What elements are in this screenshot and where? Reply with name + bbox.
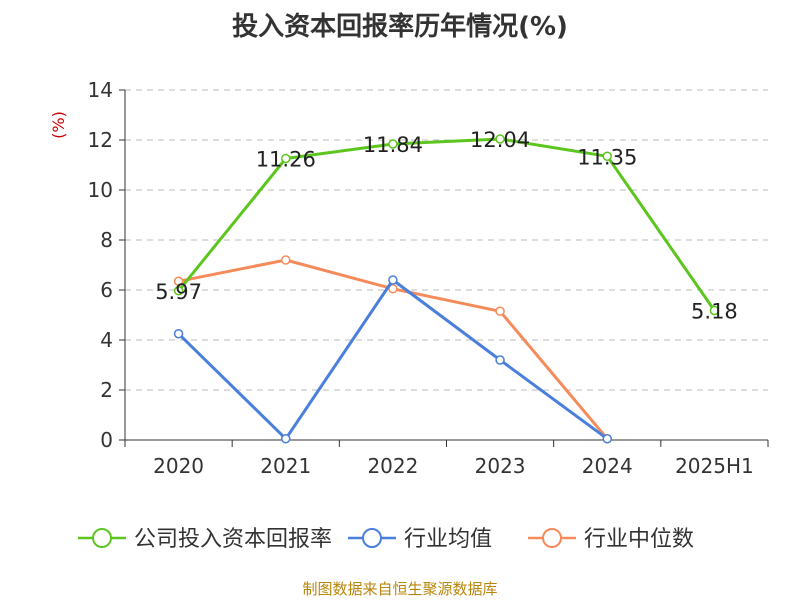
- legend-label: 行业均值: [404, 527, 492, 552]
- series-line: [177, 278, 609, 441]
- series-line: [177, 137, 716, 312]
- data-point: [495, 355, 505, 365]
- legend-marker: [542, 528, 562, 548]
- legend-label: 公司投入资本回报率: [134, 527, 332, 552]
- data-point: [388, 275, 398, 285]
- data-label: 11.26: [256, 148, 316, 172]
- data-point: [173, 329, 184, 339]
- x-tick-label: 2022: [367, 454, 418, 478]
- data-point: [281, 153, 291, 164]
- y-tick-label: 8: [100, 228, 113, 252]
- data-point: [602, 434, 612, 444]
- data-label: 5.97: [155, 280, 202, 304]
- data-point: [602, 151, 612, 161]
- y-axis-unit-label: (%): [49, 111, 68, 139]
- y-tick-label: 10: [88, 178, 113, 202]
- y-tick-label: 12: [88, 128, 113, 152]
- y-tick-label: 2: [100, 378, 113, 402]
- legend-marker: [362, 528, 382, 548]
- data-point: [709, 305, 720, 316]
- data-point: [173, 276, 184, 286]
- x-tick-label: 2025H1: [675, 454, 754, 478]
- data-point: [281, 434, 291, 444]
- y-tick-label: 6: [100, 278, 113, 302]
- data-label: 11.84: [363, 133, 423, 157]
- legend-marker: [92, 528, 112, 548]
- y-tick-label: 14: [88, 78, 113, 102]
- x-tick-label: 2021: [260, 454, 311, 478]
- data-label: 12.04: [470, 128, 530, 152]
- data-label: 5.18: [691, 300, 738, 324]
- data-label: 11.35: [577, 145, 637, 169]
- data-point: [281, 255, 291, 265]
- data-point: [388, 139, 398, 149]
- x-tick-label: 2024: [582, 454, 633, 478]
- data-point: [173, 286, 184, 296]
- x-tick-label: 2020: [153, 454, 204, 478]
- chart-title: 投入资本回报率历年情况(%): [232, 12, 568, 42]
- data-point: [495, 134, 505, 144]
- y-tick-label: 4: [100, 328, 113, 352]
- data-point: [495, 306, 505, 316]
- y-tick-label: 0: [100, 428, 113, 452]
- x-tick-label: 2023: [475, 454, 526, 478]
- source-note: 制图数据来自恒生聚源数据库: [302, 580, 498, 598]
- legend-label: 行业中位数: [584, 527, 694, 552]
